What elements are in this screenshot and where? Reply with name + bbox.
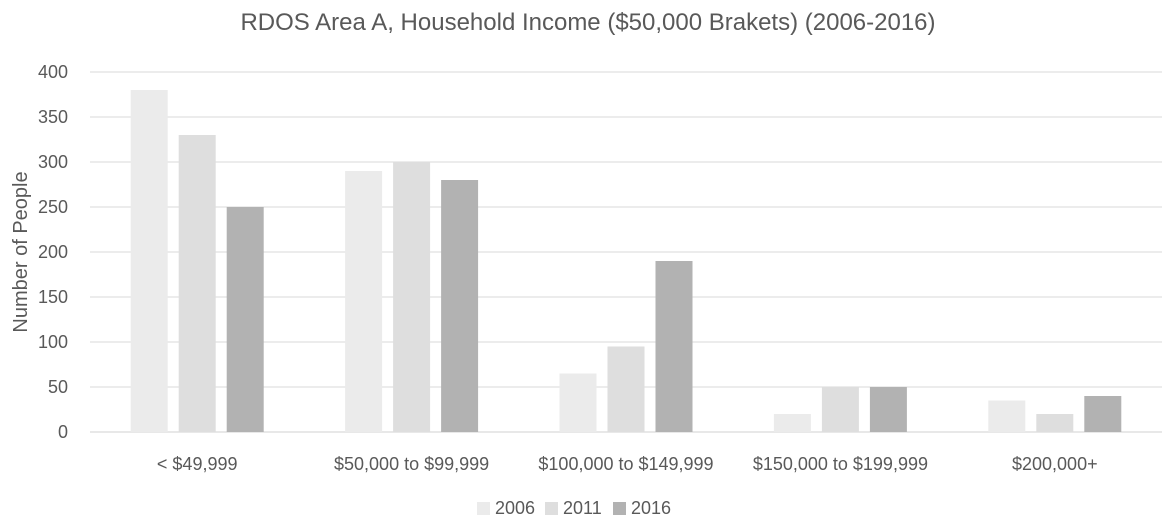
chart-title: RDOS Area A, Household Income ($50,000 B… bbox=[240, 9, 935, 36]
legend-label: 2011 bbox=[563, 498, 602, 518]
bar-2011 bbox=[821, 387, 859, 432]
y-tick-label: 200 bbox=[38, 242, 68, 262]
y-tick-label: 400 bbox=[38, 62, 68, 82]
legend-label: 2006 bbox=[495, 498, 535, 518]
y-tick-label: 50 bbox=[48, 377, 68, 397]
x-category-label: $50,000 to $99,999 bbox=[334, 454, 489, 474]
y-tick-label: 150 bbox=[38, 287, 68, 307]
gridlines bbox=[90, 71, 1162, 433]
x-category-label: $200,000+ bbox=[1012, 454, 1098, 474]
x-category-label: $100,000 to $149,999 bbox=[538, 454, 713, 474]
bar-2016 bbox=[226, 207, 264, 432]
legend-swatch-2006 bbox=[477, 502, 490, 515]
bar-2006 bbox=[988, 400, 1026, 432]
bar-2011 bbox=[607, 346, 645, 432]
y-tick-label: 100 bbox=[38, 332, 68, 352]
x-axis-categories: < $49,999 $50,000 to $99,999 $100,000 to $… bbox=[157, 454, 1098, 474]
x-category-label: $150,000 to $199,999 bbox=[753, 454, 928, 474]
legend-swatch-2016 bbox=[613, 502, 626, 515]
y-tick-label: 250 bbox=[38, 197, 68, 217]
y-tick-label: 300 bbox=[38, 152, 68, 172]
y-axis-title: Number of People bbox=[10, 171, 32, 332]
bar-2016 bbox=[441, 180, 479, 432]
legend-swatch-2011 bbox=[545, 502, 558, 515]
bar-2016 bbox=[655, 261, 693, 432]
bar-2016 bbox=[1084, 396, 1122, 432]
bar-2011 bbox=[178, 135, 216, 432]
bar-2006 bbox=[773, 414, 811, 432]
y-tick-label: 350 bbox=[38, 107, 68, 127]
legend-label: 2016 bbox=[631, 498, 671, 518]
bar-2006 bbox=[559, 373, 597, 432]
bars bbox=[130, 90, 1122, 432]
legend: 2006 2011 2016 bbox=[477, 498, 671, 518]
bar-2011 bbox=[1036, 414, 1074, 432]
bar-2016 bbox=[869, 387, 907, 432]
y-axis-ticks: 0 50 100 150 200 250 300 350 400 bbox=[38, 62, 68, 442]
bar-2006 bbox=[130, 90, 168, 432]
x-category-label: < $49,999 bbox=[157, 454, 238, 474]
bar-2011 bbox=[393, 162, 431, 432]
y-tick-label: 0 bbox=[58, 422, 68, 442]
bar-2006 bbox=[345, 171, 383, 432]
